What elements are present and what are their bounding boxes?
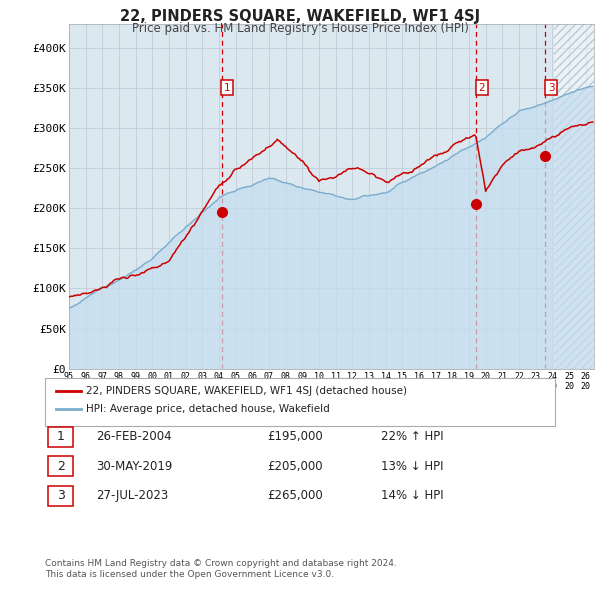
Text: 2: 2 [478, 83, 485, 93]
Text: 26-FEB-2004: 26-FEB-2004 [96, 430, 172, 443]
Text: 22% ↑ HPI: 22% ↑ HPI [381, 430, 443, 443]
Text: 30-MAY-2019: 30-MAY-2019 [96, 460, 172, 473]
Text: 3: 3 [548, 83, 554, 93]
Text: £205,000: £205,000 [267, 460, 323, 473]
Text: 13% ↓ HPI: 13% ↓ HPI [381, 460, 443, 473]
Text: Price paid vs. HM Land Registry's House Price Index (HPI): Price paid vs. HM Land Registry's House … [131, 22, 469, 35]
Text: 1: 1 [56, 430, 65, 443]
Text: 2: 2 [56, 460, 65, 473]
Text: 22, PINDERS SQUARE, WAKEFIELD, WF1 4SJ: 22, PINDERS SQUARE, WAKEFIELD, WF1 4SJ [120, 9, 480, 24]
Text: HPI: Average price, detached house, Wakefield: HPI: Average price, detached house, Wake… [86, 404, 329, 414]
Text: 1: 1 [224, 83, 230, 93]
Text: 22, PINDERS SQUARE, WAKEFIELD, WF1 4SJ (detached house): 22, PINDERS SQUARE, WAKEFIELD, WF1 4SJ (… [86, 386, 407, 395]
Text: £195,000: £195,000 [267, 430, 323, 443]
Text: Contains HM Land Registry data © Crown copyright and database right 2024.
This d: Contains HM Land Registry data © Crown c… [45, 559, 397, 579]
Text: 3: 3 [56, 489, 65, 502]
Text: 14% ↓ HPI: 14% ↓ HPI [381, 489, 443, 502]
Text: £265,000: £265,000 [267, 489, 323, 502]
Text: 27-JUL-2023: 27-JUL-2023 [96, 489, 168, 502]
